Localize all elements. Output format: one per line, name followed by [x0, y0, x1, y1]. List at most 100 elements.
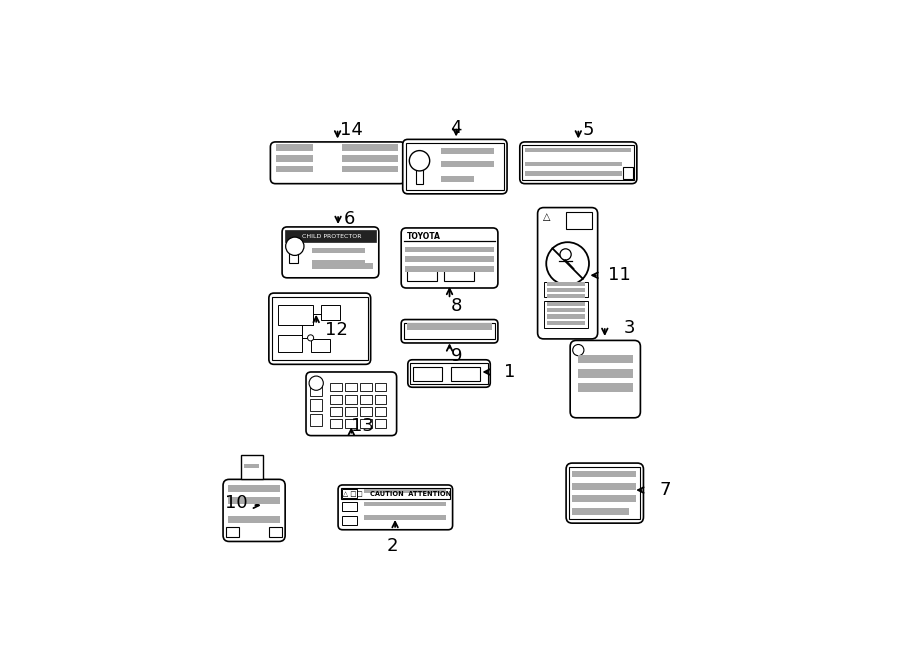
- FancyBboxPatch shape: [408, 360, 490, 387]
- Bar: [228, 485, 280, 492]
- Circle shape: [560, 249, 572, 260]
- Bar: [547, 302, 585, 306]
- Bar: [342, 155, 398, 162]
- FancyBboxPatch shape: [269, 293, 371, 364]
- Bar: [342, 145, 398, 151]
- Bar: [228, 497, 280, 504]
- Bar: [330, 419, 342, 428]
- Bar: [441, 147, 494, 153]
- Bar: [405, 247, 494, 253]
- Bar: [410, 364, 488, 383]
- Circle shape: [572, 344, 584, 356]
- Bar: [226, 527, 239, 537]
- Circle shape: [308, 335, 313, 341]
- Bar: [374, 407, 386, 416]
- FancyBboxPatch shape: [401, 319, 498, 343]
- Bar: [310, 383, 322, 396]
- Bar: [441, 176, 474, 182]
- Bar: [413, 367, 442, 381]
- Bar: [284, 230, 376, 242]
- FancyBboxPatch shape: [223, 479, 285, 541]
- Bar: [360, 407, 372, 416]
- FancyBboxPatch shape: [402, 139, 507, 194]
- Text: 9: 9: [450, 347, 462, 365]
- Bar: [408, 268, 436, 281]
- Bar: [228, 516, 280, 523]
- Circle shape: [309, 376, 323, 390]
- Bar: [572, 508, 629, 515]
- Bar: [346, 383, 357, 391]
- Bar: [578, 383, 633, 392]
- FancyBboxPatch shape: [520, 142, 637, 184]
- Bar: [441, 161, 494, 167]
- Bar: [310, 414, 322, 426]
- Bar: [569, 467, 641, 519]
- Bar: [578, 355, 633, 364]
- Bar: [276, 155, 313, 162]
- FancyBboxPatch shape: [270, 142, 405, 184]
- Text: 10: 10: [225, 494, 248, 512]
- Text: 1: 1: [504, 363, 516, 381]
- Text: CHILD PROTECTOR: CHILD PROTECTOR: [302, 233, 361, 239]
- Bar: [342, 489, 357, 498]
- Text: 2: 2: [387, 537, 399, 555]
- Bar: [525, 147, 631, 152]
- Bar: [547, 282, 585, 286]
- Bar: [374, 383, 386, 391]
- Bar: [406, 143, 504, 190]
- Bar: [572, 471, 636, 477]
- Bar: [364, 502, 446, 506]
- Text: 13: 13: [351, 418, 374, 436]
- Bar: [340, 488, 450, 499]
- Bar: [572, 495, 636, 502]
- Bar: [289, 251, 298, 262]
- Text: 11: 11: [608, 266, 630, 284]
- Bar: [278, 335, 302, 352]
- Bar: [330, 395, 342, 403]
- Bar: [342, 516, 357, 525]
- Bar: [276, 166, 313, 173]
- Text: 7: 7: [659, 481, 670, 499]
- Bar: [320, 305, 340, 319]
- Circle shape: [546, 242, 589, 285]
- Bar: [269, 527, 282, 537]
- Bar: [525, 162, 622, 167]
- Bar: [417, 167, 423, 184]
- FancyBboxPatch shape: [282, 227, 379, 278]
- Bar: [346, 395, 357, 403]
- Text: 8: 8: [451, 297, 462, 315]
- Text: 14: 14: [340, 121, 364, 139]
- Bar: [544, 282, 589, 297]
- Text: TOYOTA: TOYOTA: [408, 231, 441, 241]
- Bar: [547, 321, 585, 325]
- Bar: [276, 145, 313, 151]
- Text: 5: 5: [582, 121, 594, 139]
- Bar: [578, 369, 633, 377]
- Bar: [547, 294, 585, 298]
- FancyBboxPatch shape: [401, 228, 498, 288]
- Bar: [311, 248, 365, 253]
- Bar: [364, 488, 446, 493]
- Bar: [342, 502, 357, 512]
- Bar: [330, 407, 342, 416]
- FancyBboxPatch shape: [571, 340, 641, 418]
- Bar: [445, 268, 474, 281]
- Bar: [572, 483, 636, 490]
- FancyBboxPatch shape: [306, 372, 397, 436]
- Text: 12: 12: [325, 321, 348, 338]
- Bar: [272, 297, 367, 360]
- Text: 6: 6: [344, 210, 355, 228]
- Text: 3: 3: [624, 319, 635, 336]
- Bar: [547, 308, 585, 313]
- Bar: [241, 455, 264, 479]
- Text: △ □□: △ □□: [343, 490, 363, 496]
- Circle shape: [410, 151, 429, 171]
- Bar: [360, 383, 372, 391]
- Bar: [278, 305, 312, 325]
- Bar: [522, 145, 634, 180]
- Text: CAUTION  ATTENTION: CAUTION ATTENTION: [370, 490, 451, 496]
- Bar: [623, 167, 633, 178]
- Bar: [451, 367, 480, 381]
- Bar: [245, 464, 258, 468]
- Bar: [374, 395, 386, 403]
